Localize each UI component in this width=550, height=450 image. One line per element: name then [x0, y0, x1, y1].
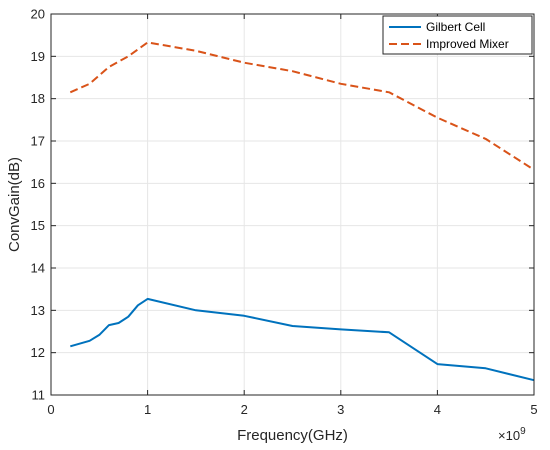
- x-axis-exponent-power: 9: [520, 426, 526, 437]
- legend: Gilbert Cell Improved Mixer: [382, 15, 533, 55]
- legend-box: [382, 15, 533, 55]
- x-tick-label: 4: [434, 402, 441, 417]
- y-tick-label: 16: [31, 176, 45, 191]
- x-tick-label: 0: [47, 402, 54, 417]
- legend-label-improved-mixer: Improved Mixer: [426, 37, 509, 51]
- x-tick-label: 5: [530, 402, 537, 417]
- x-axis-label: Frequency(GHz): [237, 427, 348, 444]
- x-axis-exponent-base: ×10: [498, 428, 520, 443]
- x-tick-label: 1: [144, 402, 151, 417]
- y-tick-label: 11: [32, 388, 46, 403]
- legend-label-gilbert-cell: Gilbert Cell: [426, 20, 485, 34]
- y-tick-label: 17: [31, 134, 45, 149]
- y-tick-label: 12: [31, 345, 45, 360]
- grid: [50, 13, 535, 396]
- y-tick-label: 14: [31, 261, 45, 276]
- x-tick-label: 2: [241, 402, 248, 417]
- plot-frame: [50, 13, 535, 396]
- y-tick-label: 13: [31, 303, 45, 318]
- x-axis-exponent: ×109: [498, 426, 526, 443]
- y-tick-label: 20: [31, 7, 45, 22]
- series-line-gilbert-cell: [70, 297, 535, 382]
- y-tick-label: 15: [31, 218, 45, 233]
- y-tick-label: 18: [31, 91, 45, 106]
- y-tick-label: 19: [31, 49, 45, 64]
- y-axis-label: ConvGain(dB): [6, 157, 23, 252]
- plot-series: [69, 41, 535, 382]
- x-tick-label: 3: [337, 402, 344, 417]
